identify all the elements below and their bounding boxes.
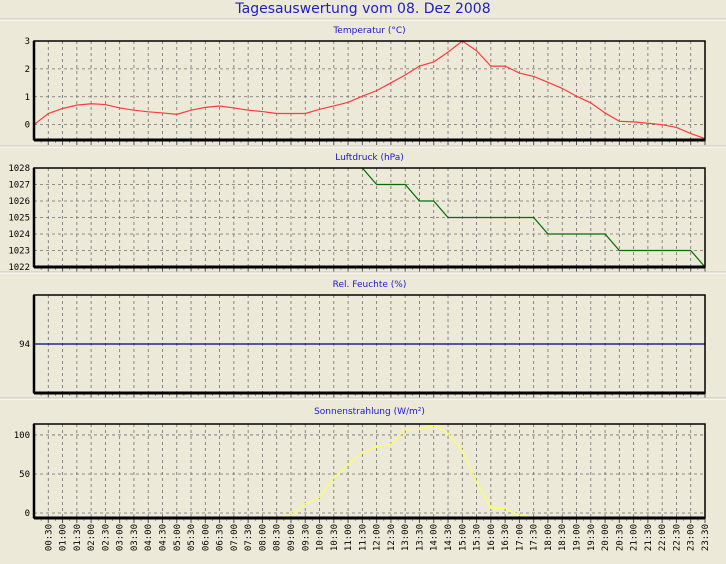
x-tick-label: 02:00: [87, 524, 97, 551]
x-tick-label: 22:30: [672, 524, 682, 551]
x-tick-label: 11:00: [344, 524, 354, 551]
x-tick-label: 04:00: [144, 524, 154, 551]
x-tick-label: 12:30: [387, 524, 397, 551]
y-tick-label: 2: [25, 65, 30, 75]
chart-title: Rel. Feuchte (%): [333, 280, 407, 290]
y-tick-label: 1025: [8, 214, 30, 224]
plot-area: [34, 424, 705, 518]
x-tick-label: 23:30: [701, 524, 711, 551]
y-tick-label: 0: [25, 509, 30, 519]
x-tick-label: 13:00: [401, 524, 411, 551]
y-tick-label: 94: [19, 340, 30, 350]
x-tick-label: 15:30: [473, 524, 483, 551]
y-tick-label: 100: [14, 431, 30, 441]
x-tick-label: 15:00: [458, 524, 468, 551]
chart-panel-4: Sonnenstrahlung (W/m²) 0 50 100: [14, 407, 706, 523]
x-tick-label: 03:30: [130, 524, 140, 551]
x-tick-label: 10:30: [330, 524, 340, 551]
y-tick-label: 1024: [8, 230, 30, 240]
x-tick-label: 03:00: [116, 524, 126, 551]
x-tick-label: 22:00: [658, 524, 668, 551]
y-tick-label: 0: [25, 121, 30, 131]
x-tick-label: 17:00: [515, 524, 525, 551]
x-tick-label: 06:30: [216, 524, 226, 551]
chart-title: Temperatur (°C): [332, 26, 405, 36]
x-tick-label: 07:00: [230, 524, 240, 551]
x-tick-label: 09:00: [287, 524, 297, 551]
x-tick-label: 21:30: [644, 524, 654, 551]
x-tick-label: 05:30: [187, 524, 197, 551]
y-tick-label: 1: [25, 93, 30, 103]
y-tick-label: 1027: [8, 181, 30, 191]
x-tick-label: 07:30: [244, 524, 254, 551]
x-tick-label: 11:30: [358, 524, 368, 551]
series-line: [33, 40, 706, 140]
x-tick-label: 08:00: [258, 524, 268, 551]
y-tick-label: 1026: [8, 197, 30, 207]
x-tick-label: 13:30: [415, 524, 425, 551]
x-tick-label: 10:00: [316, 524, 326, 551]
x-tick-label: 12:00: [373, 524, 383, 551]
chart-panel-3: Rel. Feuchte (%) 94: [0, 280, 726, 400]
y-tick-label: 1022: [8, 263, 30, 273]
x-tick-label: 16:00: [487, 524, 497, 551]
chart-panel-1: Temperatur (°C) 0 1 2 3: [0, 26, 726, 148]
y-tick-label: 1023: [8, 247, 30, 257]
x-tick-label: 01:00: [59, 524, 69, 551]
x-tick-label: 20:30: [615, 524, 625, 551]
chart-title: Sonnenstrahlung (W/m²): [314, 407, 425, 417]
x-tick-label: 20:00: [601, 524, 611, 551]
x-tick-label: 19:30: [587, 524, 597, 551]
x-tick-label: 00:30: [44, 524, 54, 551]
chart-title: Luftdruck (hPa): [335, 153, 404, 163]
x-tick-label: 14:30: [444, 524, 454, 551]
x-tick-label: 18:00: [544, 524, 554, 551]
x-tick-label: 16:30: [501, 524, 511, 551]
x-tick-label: 19:00: [573, 524, 583, 551]
y-tick-label: 1028: [8, 164, 30, 174]
plot-area: [34, 41, 705, 140]
x-tick-label: 05:00: [173, 524, 183, 551]
x-tick-label: 18:30: [558, 524, 568, 551]
y-tick-label: 50: [19, 470, 30, 480]
x-tick-label: 02:30: [101, 524, 111, 551]
x-tick-label: 23:00: [687, 524, 697, 551]
x-tick-label: 17:30: [530, 524, 540, 551]
x-tick-label: 06:00: [201, 524, 211, 551]
y-tick-label: 3: [25, 37, 30, 47]
x-tick-label: 14:00: [430, 524, 440, 551]
x-tick-label: 08:30: [273, 524, 283, 551]
x-tick-label: 01:30: [73, 524, 83, 551]
chart-panel-2: Luftdruck (hPa) 1022 1023 1024 1025 1026 1027 1…: [0, 153, 726, 274]
x-tick-label: 04:30: [158, 524, 168, 551]
x-tick-label: 21:00: [630, 524, 640, 551]
x-tick-label: 09:30: [301, 524, 311, 551]
main-title: Tagesauswertung vom 08. Dez 2008: [235, 1, 491, 17]
